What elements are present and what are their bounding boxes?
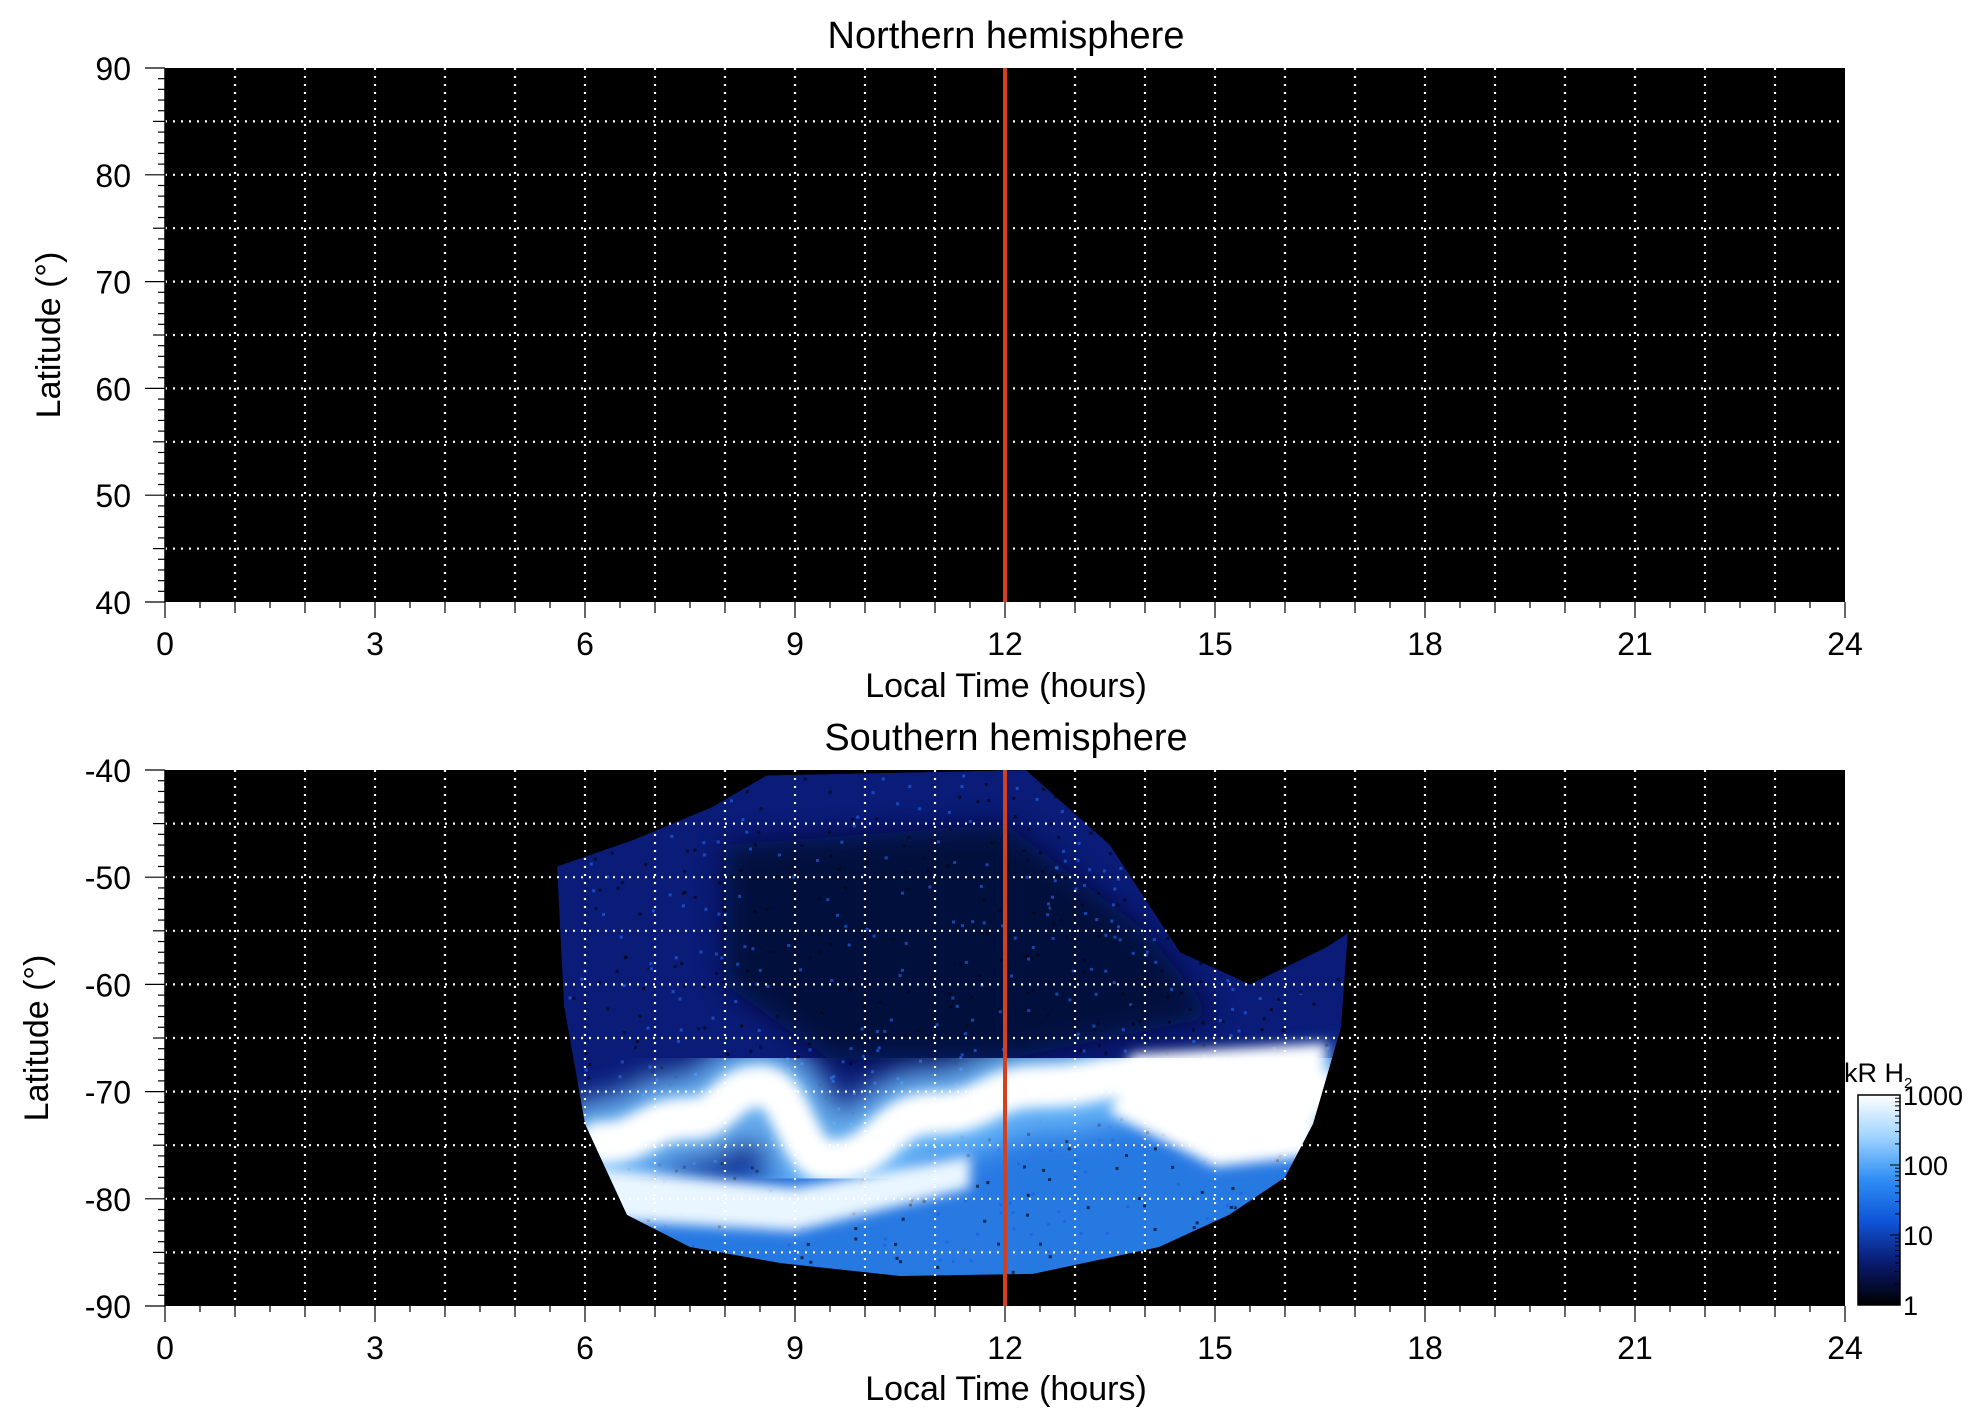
x-tick-label: 18 — [1407, 1330, 1443, 1366]
y-tick-label: 40 — [95, 585, 131, 621]
x-axis-southern: 0 3 6 9 12 15 18 21 24 — [156, 1306, 1863, 1366]
dawn-bright-band — [585, 1155, 970, 1231]
aurora-emission — [557, 770, 1348, 1276]
x-axis-northern: 0 3 6 9 12 15 18 21 24 — [156, 602, 1863, 662]
colorbar-tick-label: 1000 — [1903, 1081, 1963, 1111]
x-tick-label: 9 — [786, 626, 804, 662]
colorbar-label-subscript: 2 — [1904, 1075, 1912, 1092]
y-tick-label: -60 — [85, 967, 131, 1003]
colorbar: kR H2 1 10 100 1000 — [1844, 1058, 1963, 1321]
x-tick-label: 15 — [1197, 1330, 1233, 1366]
y-tick-label: -40 — [85, 753, 131, 789]
y-tick-label: 50 — [95, 478, 131, 514]
y-axis-label-southern: Latitude (°) — [18, 955, 56, 1122]
colorbar-ticks: 1 10 100 1000 — [1890, 1081, 1963, 1321]
y-axis-northern: 40 50 60 70 80 90 — [95, 51, 166, 621]
colorbar-scale — [1857, 1094, 1901, 1306]
y-tick-label: 70 — [95, 265, 131, 301]
x-tick-label: 24 — [1827, 1330, 1863, 1366]
x-tick-label: 12 — [987, 1330, 1023, 1366]
y-tick-label: -80 — [85, 1182, 131, 1218]
x-tick-label: 18 — [1407, 626, 1443, 662]
y-axis-southern: -90 -80 -70 -60 -50 -40 — [85, 753, 166, 1325]
panel-title-northern: Northern hemisphere — [828, 15, 1185, 57]
x-tick-label: 12 — [987, 626, 1023, 662]
y-tick-label: -50 — [85, 860, 131, 896]
x-tick-label: 9 — [786, 1330, 804, 1366]
colorbar-tick-label: 10 — [1903, 1221, 1933, 1251]
colorbar-tick-label: 1 — [1903, 1291, 1918, 1321]
x-tick-label: 21 — [1617, 1330, 1653, 1366]
panel-title-southern: Southern hemisphere — [824, 717, 1187, 759]
y-tick-label: 90 — [95, 51, 131, 87]
polar-cap — [725, 823, 1215, 1060]
x-tick-label: 0 — [156, 1330, 174, 1366]
x-tick-label: 0 — [156, 626, 174, 662]
x-tick-label: 6 — [576, 626, 594, 662]
x-tick-label: 24 — [1827, 626, 1863, 662]
y-axis-label-northern: Latitude (°) — [30, 252, 68, 419]
x-tick-label: 3 — [366, 1330, 384, 1366]
x-tick-label: 15 — [1197, 626, 1233, 662]
x-tick-label: 6 — [576, 1330, 594, 1366]
panel-southern: Southern hemisphere -90 -80 -70 -60 -50 -40 0… — [18, 717, 1863, 1408]
y-tick-label: 60 — [95, 371, 131, 407]
panel-northern: Northern hemisphere 40 50 60 70 80 90 0 3 6 9 12 1… — [30, 15, 1863, 705]
x-tick-label: 21 — [1617, 626, 1653, 662]
y-tick-label: -90 — [85, 1289, 131, 1325]
y-tick-label: -70 — [85, 1075, 131, 1111]
colorbar-tick-label: 100 — [1903, 1151, 1948, 1181]
y-tick-label: 80 — [95, 158, 131, 194]
x-axis-label-northern: Local Time (hours) — [865, 667, 1147, 705]
colorbar-label: kR H2 — [1844, 1058, 1912, 1092]
x-tick-label: 3 — [366, 626, 384, 662]
x-axis-label-southern: Local Time (hours) — [865, 1370, 1147, 1408]
dusk-bright-patch — [1110, 1043, 1327, 1167]
